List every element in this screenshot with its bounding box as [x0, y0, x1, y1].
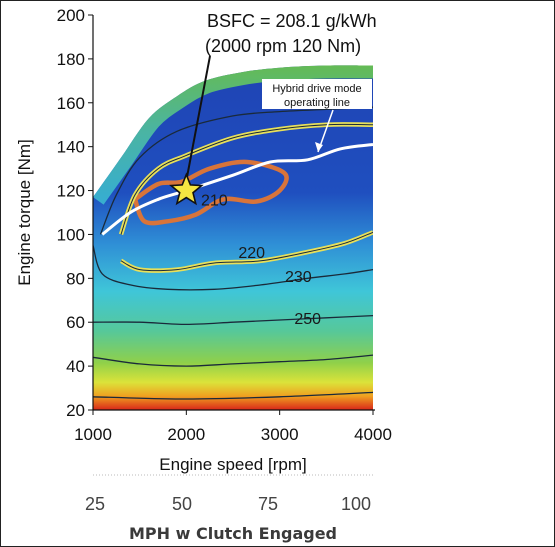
x-tick-label: 3000 — [261, 425, 299, 444]
y-axis-title: Engine torque [Nm] — [15, 139, 34, 285]
y-tick-label: 60 — [66, 313, 85, 332]
mph-tick-label: 100 — [341, 494, 371, 514]
y-tick-label: 20 — [66, 401, 85, 420]
y-tick-label: 180 — [57, 50, 85, 69]
mph-tick-label: 25 — [85, 494, 105, 514]
contour-line-3 — [99, 106, 373, 235]
contour-label-220: 220 — [238, 245, 265, 262]
operating-line-label-line2: operating line — [284, 97, 350, 109]
x-axis-title: Engine speed [rpm] — [159, 455, 306, 474]
operating-line-pointer-arrowhead — [315, 142, 323, 152]
contour-label-230: 230 — [285, 269, 312, 286]
contour-210-highlight — [132, 159, 289, 226]
x-tick-label: 1000 — [74, 425, 112, 444]
mph-axis-title: MPH w Clutch Engaged — [129, 524, 337, 543]
y-tick-label: 200 — [57, 6, 85, 25]
bsfc-annotation-line1: BSFC = 208.1 g/kWh — [207, 11, 377, 31]
contour-label-250: 250 — [294, 311, 321, 328]
x-tick-label: 2000 — [167, 425, 205, 444]
operating-line — [101, 143, 373, 236]
contour-220-line — [120, 231, 373, 272]
contour-line-6 — [93, 354, 373, 367]
bsfc-annotation-line2: (2000 rpm 120 Nm) — [205, 36, 361, 56]
operating-line-label-line1: Hybrid drive mode — [272, 83, 361, 95]
contour-line-250 — [93, 314, 373, 326]
contour-line-230 — [93, 245, 373, 291]
y-tick-label: 40 — [66, 357, 85, 376]
operating-line-label-box — [262, 79, 372, 109]
bsfc-leader-line — [185, 55, 211, 181]
x-tick-label: 4000 — [354, 425, 392, 444]
y-tick-label: 80 — [66, 269, 85, 288]
mph-tick-label: 50 — [172, 494, 192, 514]
contour-label-210: 210 — [201, 192, 228, 209]
y-tick-label: 160 — [57, 94, 85, 113]
y-tick-label: 140 — [57, 138, 85, 157]
y-tick-label: 100 — [57, 225, 85, 244]
mph-tick-label: 75 — [258, 494, 278, 514]
optimum-point-star-icon — [169, 172, 204, 206]
contour-line-7 — [93, 391, 373, 400]
y-tick-label: 120 — [57, 182, 85, 201]
contour-220-line — [120, 123, 373, 235]
